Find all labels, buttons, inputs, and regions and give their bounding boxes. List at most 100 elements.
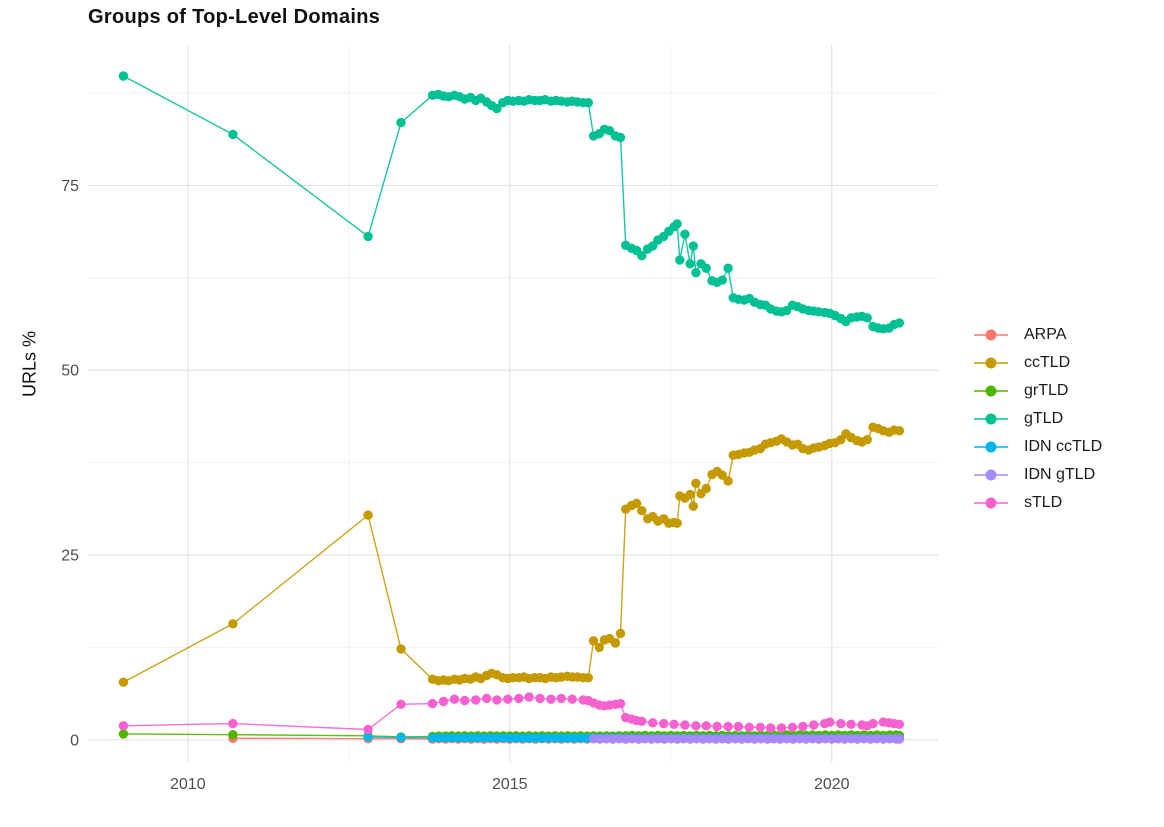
data-point xyxy=(610,638,621,648)
data-point xyxy=(894,734,905,744)
data-point xyxy=(691,478,701,488)
data-point xyxy=(776,723,787,733)
data-point xyxy=(765,723,776,733)
data-point xyxy=(492,695,502,705)
legend-key-icon xyxy=(972,496,1010,510)
data-point xyxy=(723,721,733,732)
data-point xyxy=(685,489,695,500)
data-point xyxy=(434,733,444,743)
x-axis-tick-labels: 2010 2015 2020 xyxy=(170,776,850,793)
data-point xyxy=(836,718,846,729)
data-point xyxy=(438,696,449,707)
data-point xyxy=(688,241,698,251)
data-point xyxy=(481,693,492,704)
legend-key-icon xyxy=(972,384,1010,398)
series-stld xyxy=(118,692,905,735)
legend-item-cctld: ccTLD xyxy=(972,349,1102,377)
data-point xyxy=(556,693,566,704)
legend-key-icon xyxy=(972,468,1010,482)
data-point xyxy=(228,730,238,740)
legend-label: ccTLD xyxy=(1024,354,1071,371)
data-point xyxy=(535,693,545,704)
data-point xyxy=(543,733,554,743)
x-tick-label: 2015 xyxy=(492,776,528,793)
data-point xyxy=(583,98,593,108)
data-point xyxy=(228,129,238,140)
chart-title: Groups of Top-Level Domains xyxy=(88,6,381,28)
y-tick-label: 75 xyxy=(61,178,79,195)
data-point xyxy=(363,732,373,742)
legend-label: ARPA xyxy=(1024,326,1067,343)
legend-key-dot xyxy=(985,357,997,369)
data-point xyxy=(846,719,856,729)
data-point xyxy=(675,255,685,265)
data-point xyxy=(755,722,765,732)
data-point xyxy=(615,698,626,709)
data-point xyxy=(685,259,695,269)
data-point xyxy=(479,733,489,743)
data-point xyxy=(583,673,593,683)
y-tick-label: 25 xyxy=(61,548,79,565)
data-point xyxy=(672,219,682,229)
data-point xyxy=(825,717,835,727)
legend-key-icon xyxy=(972,440,1010,454)
legend-label: IDN ccTLD xyxy=(1024,438,1103,455)
legend-label: IDN gTLD xyxy=(1024,466,1096,483)
data-point xyxy=(798,721,808,732)
data-point xyxy=(615,132,626,143)
data-point xyxy=(511,733,521,743)
data-point xyxy=(669,719,679,729)
legend-key-dot xyxy=(985,413,997,425)
data-point xyxy=(118,677,129,687)
data-point xyxy=(546,694,556,704)
data-point xyxy=(691,721,701,731)
data-point xyxy=(466,733,476,743)
x-tick-label: 2020 xyxy=(814,776,850,793)
data-point xyxy=(363,231,373,242)
data-point xyxy=(659,718,669,729)
y-tick-label: 0 xyxy=(70,732,79,749)
data-point xyxy=(688,501,698,511)
data-point xyxy=(648,718,658,728)
data-point xyxy=(449,694,460,704)
data-point xyxy=(530,733,541,743)
data-point xyxy=(631,498,642,508)
series-gtld xyxy=(118,71,905,334)
legend-item-grtld: grTLD xyxy=(972,377,1102,405)
data-point xyxy=(563,733,573,743)
data-point xyxy=(637,716,647,726)
legend-key-dot xyxy=(985,441,997,453)
data-point xyxy=(717,275,727,285)
data-point xyxy=(701,483,711,494)
data-point xyxy=(396,117,406,128)
legend-label: grTLD xyxy=(1024,382,1069,399)
legend-item-gtld: gTLD xyxy=(972,405,1102,433)
data-point xyxy=(615,628,626,639)
data-point xyxy=(744,722,754,732)
data-point xyxy=(701,263,711,273)
data-point xyxy=(396,644,406,654)
data-point xyxy=(809,720,819,730)
data-point xyxy=(862,313,872,323)
legend-key-icon xyxy=(972,328,1010,342)
data-point xyxy=(118,71,129,81)
data-point xyxy=(514,693,524,704)
series-idn-gtld-points xyxy=(588,734,905,744)
grid-minor xyxy=(88,45,938,762)
legend-key-icon xyxy=(972,412,1010,426)
legend-key-dot xyxy=(985,385,997,397)
data-point xyxy=(701,721,711,731)
data-point xyxy=(588,636,599,646)
data-point xyxy=(717,470,727,480)
data-point xyxy=(637,251,647,261)
data-point xyxy=(862,435,872,445)
legend-label: gTLD xyxy=(1024,410,1064,427)
data-point xyxy=(680,229,690,239)
legend-key-dot xyxy=(985,329,997,341)
data-point xyxy=(637,506,647,516)
data-point xyxy=(460,695,470,706)
series-gtld-line xyxy=(123,75,900,330)
data-point xyxy=(594,642,604,653)
legend-label: sTLD xyxy=(1024,494,1063,511)
